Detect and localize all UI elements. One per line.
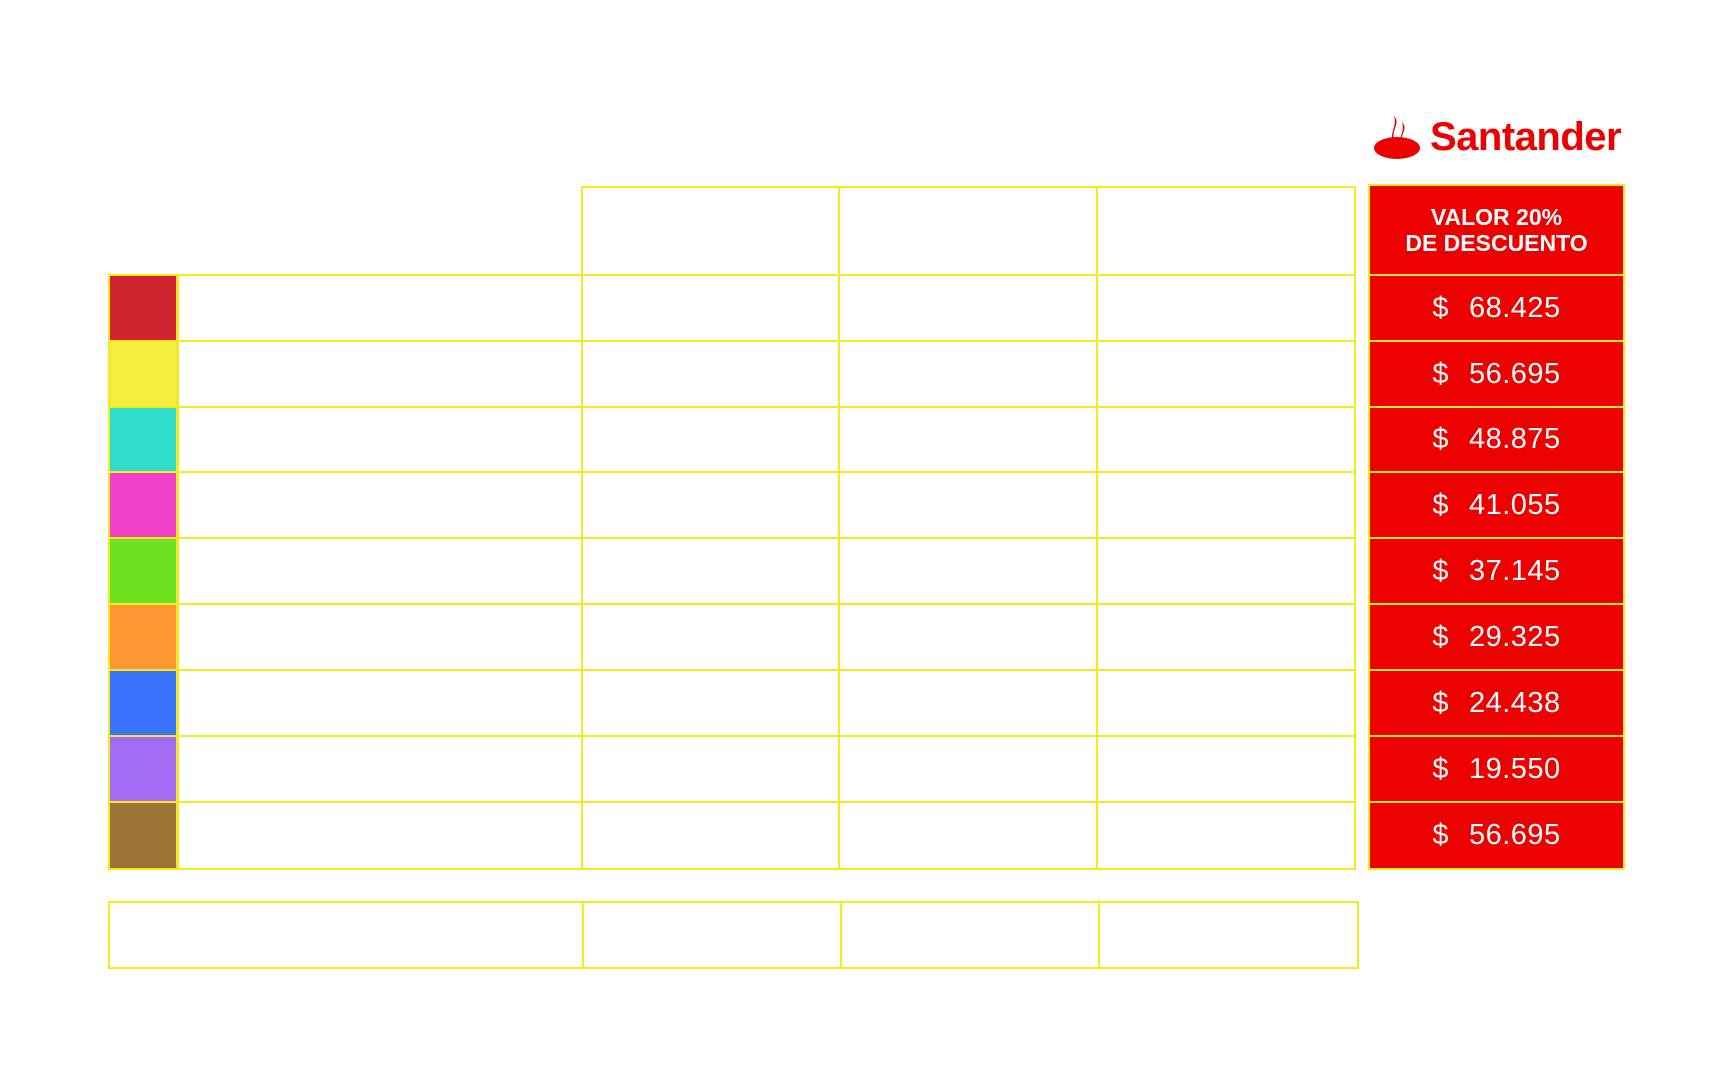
brand-name: Santander bbox=[1430, 114, 1622, 159]
table-cell bbox=[177, 340, 583, 408]
table-cell bbox=[177, 735, 583, 803]
table-cell bbox=[177, 537, 583, 605]
discount-price: $56.695 bbox=[1368, 340, 1625, 408]
table-cell bbox=[581, 669, 840, 737]
header-cell bbox=[838, 186, 1098, 276]
table-cell bbox=[1096, 340, 1356, 408]
discount-price: $37.145 bbox=[1368, 537, 1625, 605]
table-cell bbox=[1096, 603, 1356, 671]
color-swatch bbox=[108, 274, 178, 342]
header-cell bbox=[581, 186, 840, 276]
table-cell bbox=[1096, 735, 1356, 803]
table-cell bbox=[581, 274, 840, 342]
currency-symbol: $ bbox=[1432, 752, 1449, 785]
table-cell bbox=[581, 603, 840, 671]
table-cell bbox=[581, 340, 840, 408]
table-cell bbox=[1096, 406, 1356, 473]
table-cell bbox=[1096, 537, 1356, 605]
table-cell bbox=[581, 735, 840, 803]
table-cell bbox=[581, 537, 840, 605]
price-value: 48.875 bbox=[1468, 423, 1561, 455]
currency-symbol: $ bbox=[1432, 819, 1449, 851]
currency-symbol: $ bbox=[1432, 357, 1449, 390]
table-cell bbox=[838, 406, 1098, 473]
table-cell bbox=[838, 603, 1098, 671]
price-value: 68.425 bbox=[1468, 291, 1561, 324]
price-value: 41.055 bbox=[1468, 488, 1561, 521]
totals-cell bbox=[840, 901, 1100, 969]
currency-symbol: $ bbox=[1432, 686, 1449, 719]
table-cell bbox=[177, 603, 583, 671]
table-cell bbox=[177, 274, 583, 342]
totals-cell bbox=[582, 901, 842, 969]
table-cell bbox=[1096, 669, 1356, 737]
discount-price: $56.695 bbox=[1368, 801, 1625, 870]
discount-header: VALOR 20% DE DESCUENTO bbox=[1368, 184, 1625, 276]
color-swatch bbox=[108, 471, 178, 539]
table-cell bbox=[838, 669, 1098, 737]
table-cell bbox=[838, 340, 1098, 408]
discount-price: $24.438 bbox=[1368, 669, 1625, 737]
table-cell bbox=[177, 669, 583, 737]
table-cell bbox=[838, 801, 1098, 870]
currency-symbol: $ bbox=[1432, 554, 1449, 587]
color-swatch bbox=[108, 537, 178, 605]
discount-price: $19.550 bbox=[1368, 735, 1625, 803]
table-cell bbox=[177, 406, 583, 473]
price-value: 37.145 bbox=[1468, 554, 1561, 587]
color-swatch bbox=[108, 340, 178, 408]
header-cell bbox=[1096, 186, 1356, 276]
table-cell bbox=[177, 801, 583, 870]
color-swatch bbox=[108, 603, 178, 671]
table-cell bbox=[838, 471, 1098, 539]
table-cell bbox=[838, 537, 1098, 605]
discount-price: $29.325 bbox=[1368, 603, 1625, 671]
totals-cell bbox=[108, 901, 584, 969]
discount-price: $48.875 bbox=[1368, 406, 1625, 473]
price-value: 29.325 bbox=[1468, 620, 1561, 653]
color-swatch bbox=[108, 406, 178, 473]
price-value: 56.695 bbox=[1468, 357, 1561, 390]
discount-header-line1: VALOR 20% bbox=[1430, 204, 1563, 230]
currency-symbol: $ bbox=[1432, 488, 1449, 521]
price-value: 19.550 bbox=[1468, 752, 1561, 785]
table-cell bbox=[1096, 801, 1356, 870]
color-swatch bbox=[108, 801, 178, 870]
discount-price: $41.055 bbox=[1368, 471, 1625, 539]
table-cell bbox=[838, 735, 1098, 803]
currency-symbol: $ bbox=[1432, 423, 1449, 455]
color-swatch bbox=[108, 669, 178, 737]
totals-cell bbox=[1098, 901, 1359, 969]
santander-flame-icon bbox=[1374, 116, 1420, 159]
table-cell bbox=[581, 801, 840, 870]
currency-symbol: $ bbox=[1432, 291, 1449, 324]
table-cell bbox=[838, 274, 1098, 342]
table-cell bbox=[1096, 471, 1356, 539]
discount-price: $68.425 bbox=[1368, 274, 1625, 342]
table-cell bbox=[581, 471, 840, 539]
table-cell bbox=[1096, 274, 1356, 342]
santander-logo: Santander bbox=[1372, 114, 1622, 160]
table-cell bbox=[581, 406, 840, 473]
table-cell bbox=[177, 471, 583, 539]
price-value: 24.438 bbox=[1468, 686, 1561, 719]
price-value: 56.695 bbox=[1468, 819, 1561, 851]
color-swatch bbox=[108, 735, 178, 803]
discount-header-line2: DE DESCUENTO bbox=[1405, 230, 1588, 256]
currency-symbol: $ bbox=[1432, 620, 1449, 653]
